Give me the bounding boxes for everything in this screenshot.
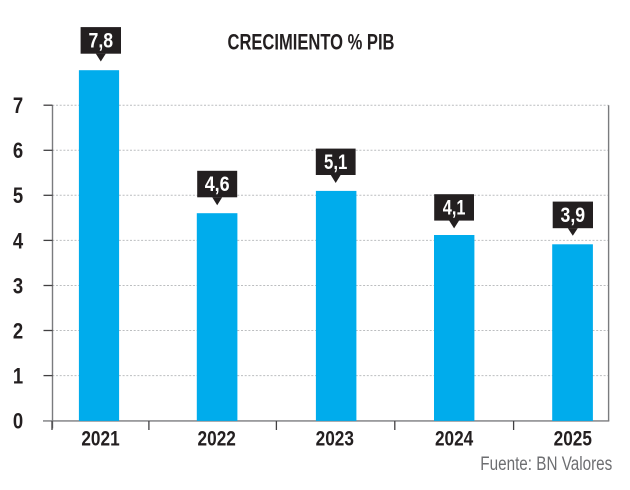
- svg-text:2021: 2021: [81, 427, 119, 450]
- svg-text:2025: 2025: [554, 427, 592, 450]
- svg-text:Fuente: BN Valores: Fuente: BN Valores: [480, 454, 612, 475]
- svg-text:2022: 2022: [198, 427, 236, 450]
- svg-text:CRECIMIENTO % PIB: CRECIMIENTO % PIB: [228, 30, 395, 55]
- svg-text:2024: 2024: [435, 427, 474, 450]
- svg-text:5,1: 5,1: [324, 151, 347, 174]
- svg-text:4,1: 4,1: [443, 196, 466, 219]
- svg-text:7: 7: [13, 93, 23, 118]
- svg-text:3: 3: [13, 273, 23, 298]
- svg-text:3,9: 3,9: [561, 204, 586, 227]
- svg-text:4: 4: [13, 228, 24, 253]
- svg-text:0: 0: [13, 409, 23, 434]
- svg-text:4,6: 4,6: [205, 173, 230, 196]
- svg-text:2023: 2023: [316, 427, 354, 450]
- svg-text:5: 5: [13, 183, 23, 208]
- svg-text:7,8: 7,8: [89, 29, 114, 52]
- svg-text:2: 2: [13, 318, 23, 343]
- svg-text:6: 6: [13, 138, 23, 163]
- svg-text:1: 1: [13, 364, 23, 389]
